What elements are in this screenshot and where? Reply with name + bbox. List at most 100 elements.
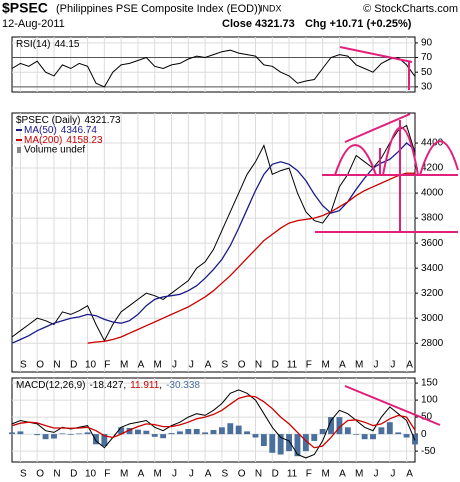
y-tick-label: 90 bbox=[421, 38, 433, 49]
y-tick-label: 50 bbox=[421, 67, 433, 78]
date: 12-Aug-2011 bbox=[2, 18, 65, 30]
x-tick-label: 10 bbox=[85, 360, 97, 371]
legend-name: MA(200) bbox=[24, 135, 62, 146]
legend-value: 4346.74 bbox=[61, 125, 98, 136]
histogram-bar bbox=[244, 431, 251, 435]
x-tick-label: A bbox=[339, 469, 346, 480]
legend-value: 11.911 bbox=[130, 380, 160, 391]
exchange: INDX bbox=[260, 3, 282, 13]
layers: 30 50 70 90 RSI(14) 44.15 2800 3000 3200 3400 3600… bbox=[9, 37, 444, 480]
histogram-bar bbox=[344, 427, 351, 435]
x-tick-label: J bbox=[390, 360, 395, 371]
price-trendline bbox=[344, 113, 411, 143]
histogram-bar bbox=[168, 433, 175, 435]
histogram-bar bbox=[51, 434, 57, 439]
legend-volume: Volume undef bbox=[24, 145, 85, 156]
histogram-bar bbox=[134, 429, 141, 435]
right-shoulder bbox=[419, 140, 459, 176]
index-name: (Philippines PSE Composite Index (EOD)) bbox=[56, 3, 261, 15]
x-tick-label: J bbox=[189, 469, 194, 480]
legend-value: 44.15 bbox=[54, 39, 79, 50]
x-tick-label: F bbox=[104, 360, 110, 371]
y-tick-label: 70 bbox=[421, 52, 433, 63]
legend: MA(200) 4158.23 bbox=[24, 135, 103, 146]
y-tick-label: 3800 bbox=[421, 213, 444, 224]
x-tick-label: J bbox=[390, 469, 395, 480]
histogram-bar bbox=[67, 434, 74, 435]
y-tick-label: 50 bbox=[421, 412, 433, 423]
head bbox=[382, 126, 419, 176]
x-tick-label: N bbox=[255, 360, 262, 371]
series-line bbox=[87, 172, 416, 344]
histogram-bar bbox=[386, 422, 393, 435]
histogram-bar bbox=[252, 434, 259, 438]
x-tick-label: M bbox=[120, 469, 128, 480]
histogram-bar bbox=[143, 430, 150, 435]
x-tick-label: F bbox=[306, 469, 312, 480]
histogram-bar bbox=[378, 427, 385, 435]
histogram-bar bbox=[34, 434, 41, 436]
x-tick-label: O bbox=[36, 469, 44, 480]
x-tick-label: A bbox=[205, 360, 212, 371]
histogram-bar bbox=[277, 434, 284, 455]
histogram-bar bbox=[235, 425, 242, 435]
x-tick-label: O bbox=[238, 469, 246, 480]
histogram-bar bbox=[126, 427, 133, 435]
y-tick-label: 3400 bbox=[421, 263, 444, 274]
x-tick-label: J bbox=[172, 360, 177, 371]
y-tick-label: 4000 bbox=[421, 188, 444, 199]
histogram-bar bbox=[336, 417, 343, 435]
y-tick-label: 30 bbox=[421, 82, 433, 93]
histogram-bar bbox=[17, 431, 24, 435]
legend-name: $PSEC (Daily) bbox=[16, 115, 80, 126]
close: Close 4321.73 bbox=[222, 18, 295, 30]
legend: MA(50) 4346.74 bbox=[24, 125, 97, 136]
change: Chg +10.71 (+0.25%) bbox=[305, 18, 412, 30]
x-tick-label: A bbox=[406, 360, 413, 371]
y-tick-label: 3000 bbox=[421, 313, 444, 324]
histogram-bar bbox=[151, 434, 158, 437]
x-tick-label: J bbox=[374, 469, 379, 480]
credit: © StockCharts.com bbox=[363, 3, 458, 15]
x-tick-label: J bbox=[189, 360, 194, 371]
histogram-bar bbox=[218, 427, 225, 435]
macd-trendline bbox=[344, 385, 441, 426]
histogram-bar bbox=[395, 432, 402, 435]
x-tick-label: D bbox=[70, 360, 77, 371]
histogram-bar bbox=[93, 434, 99, 445]
legend-value: 4321.73 bbox=[84, 115, 121, 126]
x-tick-label: F bbox=[104, 469, 110, 480]
x-tick-label: A bbox=[339, 360, 346, 371]
histogram-bar bbox=[9, 432, 15, 435]
histogram-bar bbox=[269, 434, 276, 453]
x-tick-label: M bbox=[355, 469, 363, 480]
histogram-bar bbox=[361, 434, 368, 440]
x-tick-label: S bbox=[20, 360, 27, 371]
x-tick-label: S bbox=[222, 360, 229, 371]
histogram-bar bbox=[260, 434, 267, 447]
histogram-bar bbox=[101, 434, 108, 447]
histogram-bar bbox=[84, 432, 91, 435]
x-tick-label: S bbox=[222, 469, 229, 480]
left-shoulder bbox=[334, 144, 377, 176]
x-tick-label: 10 bbox=[85, 469, 97, 480]
legend-separator: , bbox=[123, 380, 126, 391]
legend: MACD(12,26,9) -18.427, 11.911, -30.338 bbox=[16, 380, 200, 391]
histogram-bar bbox=[176, 431, 183, 435]
histogram-bar bbox=[311, 434, 318, 441]
x-tick-label: J bbox=[172, 469, 177, 480]
histogram-bar bbox=[118, 427, 125, 435]
legend: RSI(14) 44.15 bbox=[16, 39, 80, 50]
x-tick-label: 11 bbox=[287, 360, 298, 371]
legend-name: RSI(14) bbox=[16, 39, 50, 50]
histogram-bar bbox=[370, 434, 376, 440]
y-tick-label: 4400 bbox=[421, 138, 444, 149]
annotations bbox=[315, 46, 459, 426]
histogram-bar bbox=[294, 434, 301, 457]
histogram-bar bbox=[403, 434, 410, 438]
histogram-bar bbox=[202, 432, 209, 435]
y-tick-label: 0 bbox=[421, 429, 427, 440]
symbol: $PSEC bbox=[2, 0, 48, 16]
x-tick-label: D bbox=[272, 469, 279, 480]
x-tick-label: A bbox=[406, 469, 413, 480]
